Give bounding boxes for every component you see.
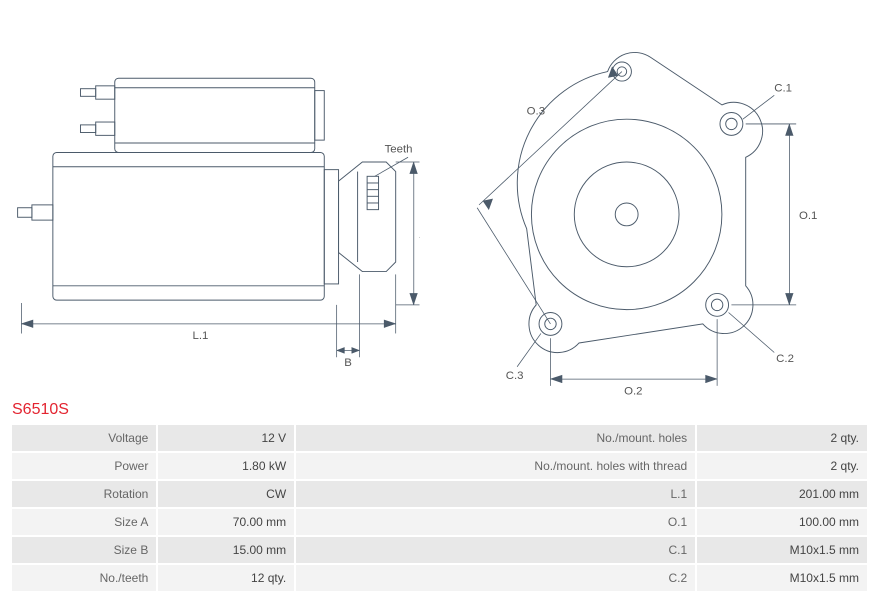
spec-label: Size B	[12, 537, 156, 563]
spec-table: Voltage12 VNo./mount. holes2 qty. Power1.…	[10, 423, 869, 593]
label-O1: O.1	[799, 210, 817, 222]
spec-value: 12 V	[158, 425, 294, 451]
spec-value: CW	[158, 481, 294, 507]
spec-value: M10x1.5 mm	[697, 565, 867, 591]
label-C1: C.1	[774, 83, 792, 95]
label-L1: L.1	[193, 330, 209, 342]
label-C3: C.3	[505, 370, 523, 382]
label-B: B	[344, 357, 352, 369]
spec-label: No./teeth	[12, 565, 156, 591]
side-view-diagram: L.1 B Teeth	[10, 10, 420, 395]
spec-label: C.2	[296, 565, 695, 591]
spec-label: No./mount. holes	[296, 425, 695, 451]
spec-label: No./mount. holes with thread	[296, 453, 695, 479]
spec-value: 2 qty.	[697, 425, 867, 451]
label-O2: O.2	[624, 385, 642, 395]
spec-label: O.1	[296, 509, 695, 535]
spec-value: 70.00 mm	[158, 509, 294, 535]
spec-value: 15.00 mm	[158, 537, 294, 563]
spec-value: 100.00 mm	[697, 509, 867, 535]
spec-value: M10x1.5 mm	[697, 537, 867, 563]
spec-label: Rotation	[12, 481, 156, 507]
spec-value: 201.00 mm	[697, 481, 867, 507]
spec-label: Power	[12, 453, 156, 479]
spec-label: Voltage	[12, 425, 156, 451]
spec-value: 1.80 kW	[158, 453, 294, 479]
spec-label: C.1	[296, 537, 695, 563]
label-O3: O.3	[526, 105, 544, 117]
label-C2: C.2	[776, 353, 794, 365]
spec-label: L.1	[296, 481, 695, 507]
spec-value: 12 qty.	[158, 565, 294, 591]
spec-label: Size A	[12, 509, 156, 535]
label-teeth: Teeth	[385, 144, 413, 156]
spec-value: 2 qty.	[697, 453, 867, 479]
part-number: S6510S	[12, 401, 869, 419]
front-view-diagram: O.3 C.1 O.1 C.2	[460, 10, 870, 395]
